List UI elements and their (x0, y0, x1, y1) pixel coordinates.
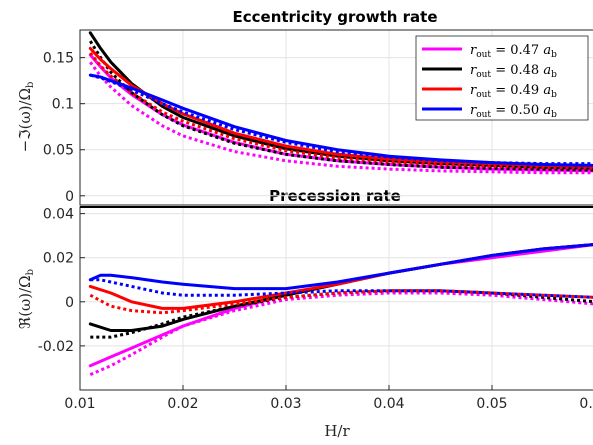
top-series-group (88, 31, 593, 175)
x-tick-label: 0.02 (167, 396, 198, 412)
top-chart-title: Eccentricity growth rate (232, 8, 437, 26)
x-tick-label: 0.06 (579, 396, 593, 412)
bottom-x-ticks: 0.01 0.02 0.03 0.04 0.05 0.06 (64, 385, 593, 412)
legend: rout = 0.47 ab rout = 0.48 ab rout = 0.49 … (415, 35, 589, 121)
bottom-series-line-7 (90, 278, 593, 299)
legend-label: rout = 0.50 ab (470, 103, 557, 120)
top-series-line-5 (89, 52, 593, 170)
bottom-series-line-6 (88, 243, 593, 291)
bottom-y-axis-label: ℜ(ω)/Ωb (16, 269, 36, 329)
legend-label: rout = 0.48 ab (470, 63, 557, 80)
bottom-series-group (88, 243, 593, 376)
top-y-tick-label: 0 (65, 189, 74, 205)
top-series-line-1 (89, 61, 593, 175)
legend-label: rout = 0.49 ab (470, 83, 557, 100)
top-plot-area: 0 0.05 0.1 0.15 (43, 29, 593, 206)
top-y-tick-label: 0.05 (43, 143, 74, 159)
x-tick-label: 0.04 (373, 396, 404, 412)
bottom-y-tick-label: 0.04 (43, 207, 74, 223)
bottom-series-line-5 (89, 289, 593, 315)
bottom-y-tick-label: -0.02 (38, 339, 74, 355)
bottom-series-line-1 (89, 291, 593, 376)
bottom-grid (79, 207, 593, 390)
bottom-y-tick-label: 0 (65, 295, 74, 311)
x-tick-label: 0.03 (270, 396, 301, 412)
top-axes-box (79, 29, 593, 206)
top-y-tick-label: 0.1 (52, 97, 74, 113)
top-series-line-7 (89, 73, 593, 166)
top-y-axis-label: −ℑ(ω)/Ωb (16, 82, 36, 153)
bottom-y-tick-label: 0.02 (43, 251, 74, 267)
bottom-series-line-0 (88, 243, 593, 368)
top-series-line-3 (89, 40, 593, 172)
bottom-axes-box (79, 206, 593, 391)
x-tick-label: 0.05 (476, 396, 507, 412)
bottom-plot-area: -0.02 0 0.02 0.04 0.01 0.02 0.03 0.04 0.05 0.06 (38, 206, 593, 412)
top-y-tick-label: 0.15 (43, 51, 74, 67)
x-axis-label: H/r (324, 422, 350, 440)
x-tick-label: 0.01 (64, 396, 95, 412)
top-y-ticks: 0 0.05 0.1 0.15 (43, 51, 85, 205)
bottom-y-ticks: -0.02 0 0.02 0.04 (38, 207, 85, 355)
legend-label: rout = 0.47 ab (470, 43, 557, 60)
